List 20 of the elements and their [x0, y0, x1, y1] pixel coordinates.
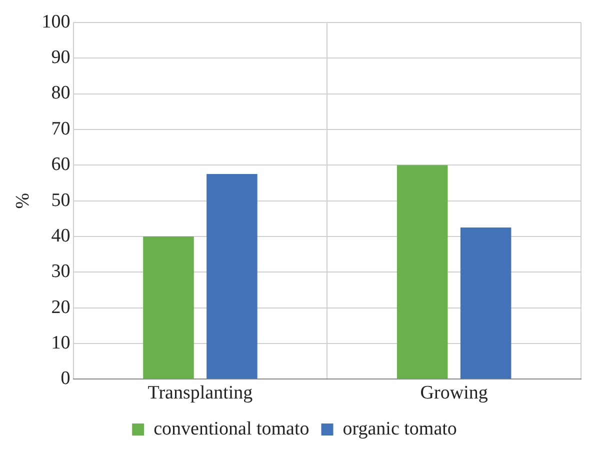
bar — [143, 236, 194, 379]
y-tick-label: 40 — [51, 225, 70, 246]
y-axis-title: % — [12, 192, 34, 209]
y-tick-label: 80 — [51, 82, 70, 104]
y-tick-label: 20 — [51, 296, 70, 318]
y-tick-label: 10 — [51, 332, 70, 354]
legend-label: organic tomato — [342, 418, 457, 440]
y-tick-label: 60 — [51, 154, 70, 176]
bar — [396, 165, 448, 379]
legend-label: conventional tomato — [154, 418, 310, 440]
bar — [460, 228, 512, 379]
x-tick-label: Growing — [420, 382, 488, 404]
y-tick-label: 100 — [42, 11, 70, 32]
bar — [206, 174, 258, 379]
y-tick-label: 70 — [51, 118, 70, 140]
y-tick-label: 50 — [51, 190, 70, 211]
y-tick-label: 30 — [51, 261, 70, 282]
x-tick-label: Transplanting — [148, 382, 254, 404]
y-tick-label: 90 — [51, 47, 70, 68]
y-tick-label: 0 — [60, 368, 70, 390]
